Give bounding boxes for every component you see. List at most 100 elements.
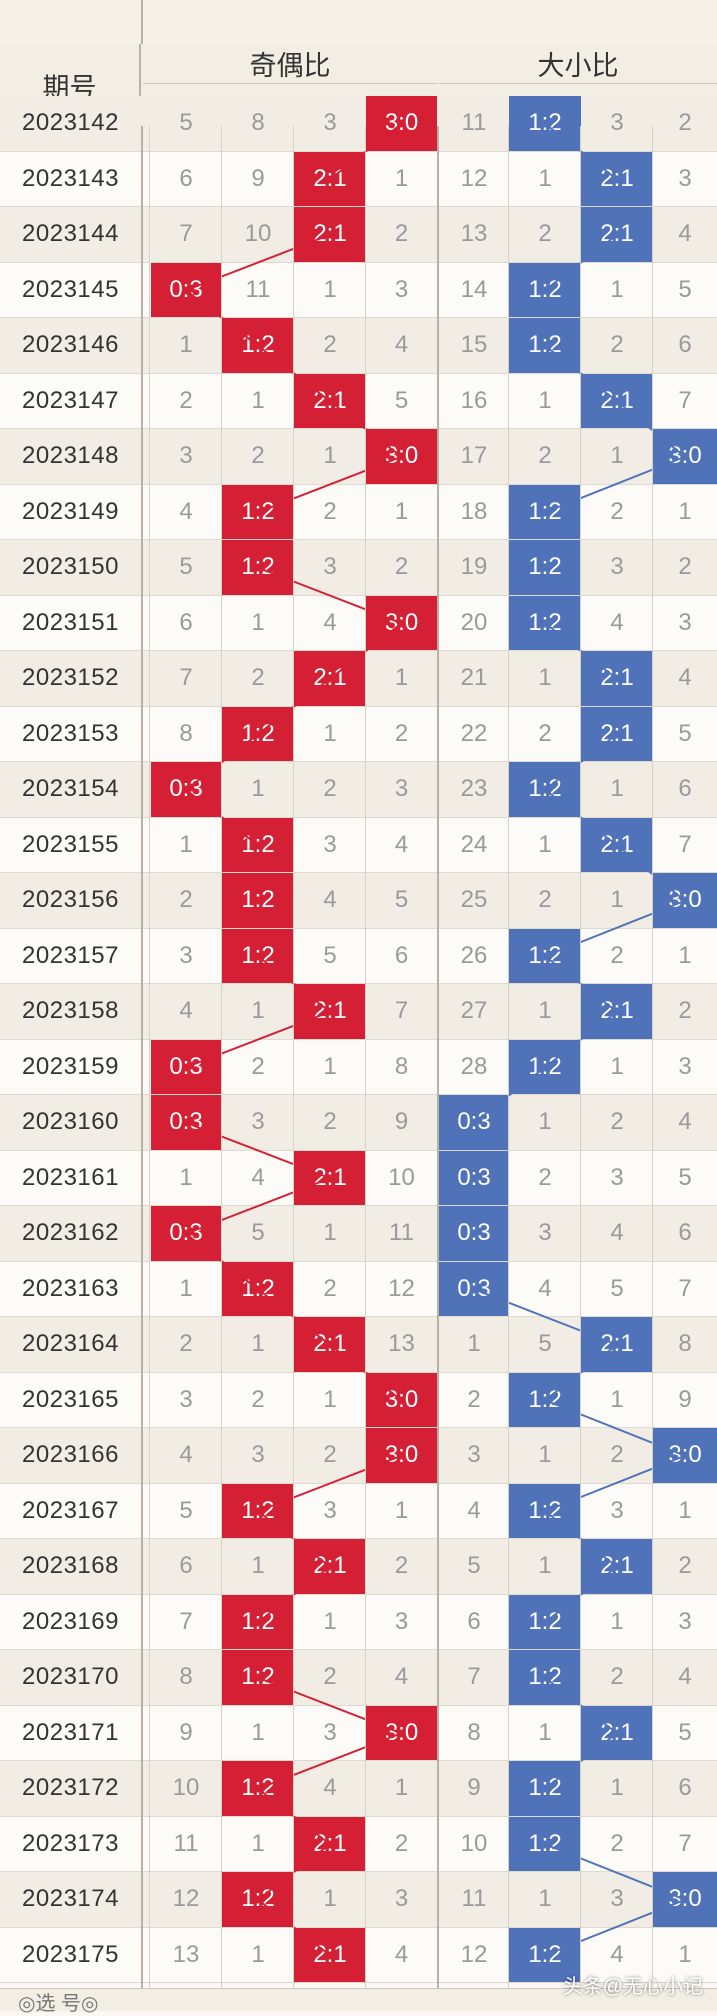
odd-even-cell: 11 xyxy=(173,1829,199,1857)
table-row[interactable]: 2023168 6 1 2:1 2 5 1 2:1 2 xyxy=(0,1539,717,1595)
big-small-cell: 7 xyxy=(678,1274,692,1302)
table-row[interactable]: 2023149 4 1:2 2 1 18 1:2 2 1 xyxy=(0,484,717,540)
odd-even-cell: 4 xyxy=(179,497,193,525)
odd-even-cell: 1:2 xyxy=(222,817,294,872)
table-row[interactable]: 2023172 10 1:2 4 1 9 1:2 1 6 xyxy=(0,1761,717,1817)
odd-even-cell: 1 xyxy=(394,497,409,525)
table-row[interactable]: 2023174 12 1:2 1 3 11 1 3 3:0 xyxy=(0,1872,717,1928)
odd-even-cell: 3 xyxy=(179,442,193,470)
odd-even-cell: 1:2 xyxy=(222,484,294,539)
table-row[interactable]: 2023167 5 1:2 3 1 4 1:2 3 1 xyxy=(0,1483,717,1539)
table-row[interactable]: 2023155 1 1:2 3 4 24 1 2:1 7 xyxy=(0,817,717,873)
table-row[interactable]: 2023147 2 1 2:1 5 16 1 2:1 7 xyxy=(0,373,717,429)
period-cell: 2023152 xyxy=(22,664,119,691)
table-row[interactable]: 2023162 0:3 5 1 11 0:3 3 4 6 xyxy=(0,1206,717,1262)
odd-even-cell: 1 xyxy=(179,830,193,858)
table-row[interactable]: 2023171 9 1 3 3:0 8 1 2:1 5 xyxy=(0,1705,717,1761)
table-row[interactable]: 2023154 0:3 1 2 3 23 1:2 1 6 xyxy=(0,762,717,818)
table-row[interactable]: 2023164 2 1 2:1 13 1 5 2:1 8 xyxy=(0,1317,717,1373)
period-cell: 2023166 xyxy=(22,1441,119,1468)
period-cell: 2023174 xyxy=(22,1885,119,1912)
odd-even-cell: 7 xyxy=(394,997,409,1025)
grid-divider xyxy=(293,126,294,1988)
table-row[interactable]: 2023160 0:3 3 2 9 0:3 1 2 4 xyxy=(0,1095,717,1151)
odd-even-cell: 2:1 xyxy=(294,1927,366,1982)
table-row[interactable]: 2023163 1 1:2 2 12 0:3 4 5 7 xyxy=(0,1261,717,1317)
big-small-cell: 1 xyxy=(610,275,624,303)
odd-even-cell: 3:0 xyxy=(366,1705,437,1760)
odd-even-cell: 8 xyxy=(179,719,193,747)
big-small-cell: 5 xyxy=(538,1330,552,1358)
big-small-cell: 1:2 xyxy=(509,1372,581,1427)
table-row[interactable]: 2023145 0:3 11 1 3 14 1:2 1 5 xyxy=(0,262,717,318)
table-row[interactable]: 2023158 4 1 2:1 7 27 1 2:1 2 xyxy=(0,984,717,1040)
table-row[interactable]: 2023166 4 3 2 3:0 3 1 2 3:0 xyxy=(0,1428,717,1484)
odd-even-cell: 2 xyxy=(323,1108,337,1136)
big-small-cell: 2 xyxy=(538,442,552,470)
table-row[interactable]: 2023157 3 1:2 5 6 26 1:2 2 1 xyxy=(0,928,717,984)
odd-even-cell: 1 xyxy=(251,997,265,1025)
big-small-cell: 1:2 xyxy=(509,1761,581,1816)
period-cell: 2023153 xyxy=(22,719,119,747)
period-cell: 2023150 xyxy=(22,553,119,580)
top-toolbar-strip xyxy=(0,0,717,45)
big-small-cell: 1:2 xyxy=(509,262,581,317)
table-row[interactable]: 2023161 1 4 2:1 10 0:3 2 3 5 xyxy=(0,1150,717,1206)
big-small-cell: 0:3 xyxy=(439,1206,509,1261)
odd-even-cell: 4 xyxy=(394,830,409,858)
table-row[interactable]: 2023152 7 2 2:1 1 21 1 2:1 4 xyxy=(0,651,717,707)
table-row[interactable]: 2023165 3 2 1 3:0 2 1:2 1 9 xyxy=(0,1372,717,1428)
big-small-cell: 1:2 xyxy=(509,1816,581,1871)
odd-even-cell: 1 xyxy=(323,1607,337,1635)
big-small-cell: 2 xyxy=(610,331,624,359)
table-row[interactable]: 2023159 0:3 2 1 8 28 1:2 1 3 xyxy=(0,1039,717,1095)
grid-divider xyxy=(221,126,222,1988)
big-small-cell: 1:2 xyxy=(509,96,581,151)
period-cell: 2023173 xyxy=(22,1829,119,1857)
big-small-cell: 28 xyxy=(460,1052,488,1080)
period-cell: 2023168 xyxy=(22,1552,119,1579)
big-small-cell: 13 xyxy=(460,220,488,248)
odd-even-cell: 9 xyxy=(394,1108,409,1136)
odd-even-cell: 2:1 xyxy=(294,207,366,262)
odd-even-cell: 1 xyxy=(251,1718,265,1746)
odd-even-cell: 4 xyxy=(323,1774,337,1802)
big-small-cell: 5 xyxy=(467,1552,481,1580)
odd-even-cell: 3 xyxy=(323,1496,337,1524)
table-row[interactable]: 2023150 5 1:2 3 2 19 1:2 3 2 xyxy=(0,540,717,596)
table-row[interactable]: 2023169 7 1:2 1 3 6 1:2 1 3 xyxy=(0,1594,717,1650)
big-small-cell: 25 xyxy=(460,886,488,914)
odd-even-cell: 5 xyxy=(323,941,337,969)
table-row[interactable]: 2023146 1 1:2 2 4 15 1:2 2 6 xyxy=(0,318,717,374)
table-row[interactable]: 2023156 2 1:2 4 5 25 2 1 3:0 xyxy=(0,873,717,929)
table-row[interactable]: 2023142 5 8 3 3:0 11 1:2 3 2 xyxy=(0,96,717,152)
big-small-cell: 1 xyxy=(538,1108,552,1136)
odd-even-cell: 1 xyxy=(394,164,409,192)
odd-even-cell: 4 xyxy=(394,1940,409,1968)
table-row[interactable]: 2023143 6 9 2:1 1 12 1 2:1 3 xyxy=(0,151,717,207)
table-row[interactable]: 2023170 8 1:2 2 4 7 1:2 2 4 xyxy=(0,1650,717,1706)
big-small-cell: 1 xyxy=(678,1496,692,1524)
odd-even-cell: 3 xyxy=(179,941,193,969)
big-small-cell: 6 xyxy=(678,331,692,359)
big-small-cell: 4 xyxy=(467,1496,481,1524)
table-row[interactable]: 2023153 8 1:2 1 2 22 2 2:1 5 xyxy=(0,706,717,762)
big-small-cell: 5 xyxy=(678,1163,692,1191)
odd-even-cell: 4 xyxy=(323,886,337,914)
odd-even-cell: 1:2 xyxy=(222,1261,294,1316)
table-row[interactable]: 2023148 3 2 1 3:0 17 2 1 3:0 xyxy=(0,429,717,485)
big-small-cell: 4 xyxy=(610,608,624,636)
big-small-cell: 5 xyxy=(610,1274,624,1302)
big-small-cell: 0:3 xyxy=(439,1150,509,1205)
table-row[interactable]: 2023151 6 1 4 3:0 20 1:2 4 3 xyxy=(0,595,717,651)
big-small-cell: 4 xyxy=(538,1274,552,1302)
odd-even-cell: 3 xyxy=(323,1718,337,1746)
table-row[interactable]: 2023144 7 10 2:1 2 13 2 2:1 4 xyxy=(0,207,717,263)
odd-even-cell: 1:2 xyxy=(222,1650,294,1705)
odd-even-cell: 1:2 xyxy=(222,1483,294,1538)
table-row[interactable]: 2023173 11 1 2:1 2 10 1:2 2 7 xyxy=(0,1816,717,1872)
odd-even-cell: 0:3 xyxy=(151,1206,221,1261)
big-small-cell: 1 xyxy=(538,1718,552,1746)
odd-even-cell: 2 xyxy=(323,1274,337,1302)
odd-even-cell: 1 xyxy=(179,1274,193,1302)
